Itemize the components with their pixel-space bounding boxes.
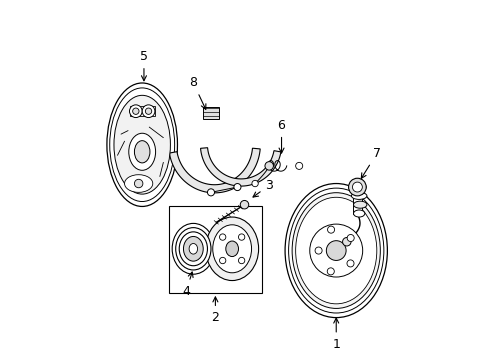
Ellipse shape xyxy=(295,197,376,304)
Ellipse shape xyxy=(291,193,380,309)
Circle shape xyxy=(238,234,244,240)
Circle shape xyxy=(326,268,334,275)
Ellipse shape xyxy=(348,184,366,190)
Bar xyxy=(130,106,154,117)
Circle shape xyxy=(219,234,225,240)
Ellipse shape xyxy=(351,192,366,199)
Ellipse shape xyxy=(179,232,207,266)
Circle shape xyxy=(342,238,350,246)
Circle shape xyxy=(207,189,214,196)
Ellipse shape xyxy=(288,188,383,313)
Text: 1: 1 xyxy=(332,318,340,351)
Circle shape xyxy=(233,184,241,190)
Circle shape xyxy=(129,105,142,118)
Text: 7: 7 xyxy=(361,147,380,178)
Ellipse shape xyxy=(225,241,238,257)
Circle shape xyxy=(134,179,142,188)
Ellipse shape xyxy=(128,133,155,170)
Circle shape xyxy=(314,247,322,254)
Circle shape xyxy=(325,241,346,260)
Circle shape xyxy=(132,108,139,114)
Circle shape xyxy=(309,224,362,277)
Text: 6: 6 xyxy=(277,119,285,153)
Circle shape xyxy=(346,260,353,267)
Circle shape xyxy=(238,257,244,264)
Ellipse shape xyxy=(189,243,197,254)
Bar xyxy=(352,187,361,213)
Text: 4: 4 xyxy=(182,272,193,298)
Circle shape xyxy=(142,105,155,118)
Circle shape xyxy=(295,162,302,170)
Circle shape xyxy=(219,257,225,264)
Circle shape xyxy=(346,234,353,242)
Circle shape xyxy=(251,180,258,187)
Circle shape xyxy=(145,108,151,114)
Circle shape xyxy=(240,201,248,209)
Ellipse shape xyxy=(285,184,386,318)
Ellipse shape xyxy=(183,237,203,261)
Ellipse shape xyxy=(175,228,210,270)
Bar xyxy=(168,207,262,293)
Text: 2: 2 xyxy=(211,297,219,324)
Circle shape xyxy=(352,182,362,192)
Ellipse shape xyxy=(353,201,366,208)
Ellipse shape xyxy=(109,88,174,202)
Text: 3: 3 xyxy=(252,179,273,197)
Ellipse shape xyxy=(134,141,150,163)
Circle shape xyxy=(348,178,366,196)
Circle shape xyxy=(264,162,273,170)
Polygon shape xyxy=(200,148,280,186)
Text: 5: 5 xyxy=(140,50,148,81)
Bar xyxy=(203,107,218,119)
Ellipse shape xyxy=(205,217,258,280)
Ellipse shape xyxy=(107,83,177,207)
Circle shape xyxy=(327,226,334,233)
Text: 8: 8 xyxy=(189,76,205,109)
Ellipse shape xyxy=(172,224,214,274)
Ellipse shape xyxy=(353,210,364,217)
Polygon shape xyxy=(169,148,260,193)
Ellipse shape xyxy=(212,225,251,273)
Ellipse shape xyxy=(114,95,170,194)
Ellipse shape xyxy=(124,175,152,192)
